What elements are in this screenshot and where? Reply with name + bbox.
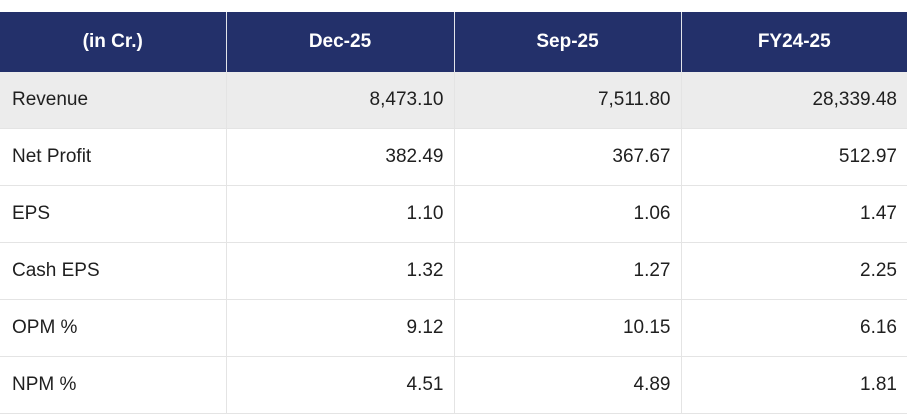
row-label: Revenue: [0, 72, 227, 129]
table-row: Revenue 8,473.10 7,511.80 28,339.48: [0, 72, 907, 129]
cell-value: 1.81: [681, 356, 907, 414]
table-body: Revenue 8,473.10 7,511.80 28,339.48 Net …: [0, 72, 907, 414]
financials-table-container: (in Cr.) Dec-25 Sep-25 FY24-25 Revenue 8…: [0, 12, 907, 414]
cell-value: 1.47: [681, 185, 907, 243]
row-label: EPS: [0, 185, 227, 243]
table-row: OPM % 9.12 10.15 6.16: [0, 299, 907, 357]
cell-value: 6.16: [681, 299, 907, 357]
table-row: EPS 1.10 1.06 1.47: [0, 185, 907, 243]
cell-value: 382.49: [226, 128, 455, 186]
header-fy24-25: FY24-25: [681, 12, 907, 72]
cell-value: 28,339.48: [681, 72, 907, 129]
cell-value: 1.27: [454, 242, 682, 300]
row-label: NPM %: [0, 356, 227, 414]
cell-value: 512.97: [681, 128, 907, 186]
cell-value: 9.12: [226, 299, 455, 357]
table-row: Cash EPS 1.32 1.27 2.25: [0, 242, 907, 300]
cell-value: 8,473.10: [226, 72, 455, 129]
cell-value: 10.15: [454, 299, 682, 357]
header-row: (in Cr.) Dec-25 Sep-25 FY24-25: [0, 12, 907, 72]
table-header: (in Cr.) Dec-25 Sep-25 FY24-25: [0, 12, 907, 72]
cell-value: 4.89: [454, 356, 682, 414]
financials-table: (in Cr.) Dec-25 Sep-25 FY24-25 Revenue 8…: [0, 12, 907, 414]
table-row: NPM % 4.51 4.89 1.81: [0, 356, 907, 414]
row-label: Net Profit: [0, 128, 227, 186]
header-unit: (in Cr.): [0, 12, 227, 72]
row-label: OPM %: [0, 299, 227, 357]
row-label: Cash EPS: [0, 242, 227, 300]
cell-value: 1.06: [454, 185, 682, 243]
header-dec-25: Dec-25: [226, 12, 455, 72]
cell-value: 2.25: [681, 242, 907, 300]
cell-value: 1.32: [226, 242, 455, 300]
header-sep-25: Sep-25: [454, 12, 682, 72]
table-row: Net Profit 382.49 367.67 512.97: [0, 128, 907, 186]
cell-value: 4.51: [226, 356, 455, 414]
cell-value: 367.67: [454, 128, 682, 186]
cell-value: 7,511.80: [454, 72, 682, 129]
cell-value: 1.10: [226, 185, 455, 243]
